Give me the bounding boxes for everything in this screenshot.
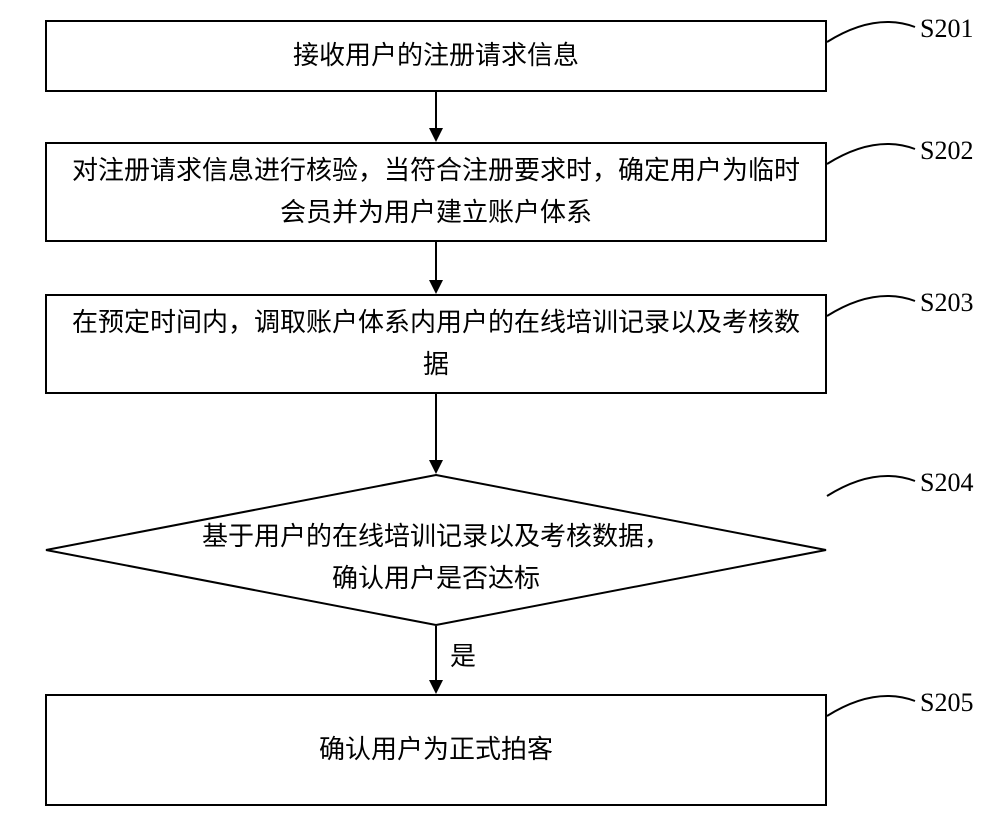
step-3-text: 在预定时间内，调取账户体系内用户的在线培训记录以及考核数据 <box>47 302 825 385</box>
arrow-4-5 <box>435 626 437 682</box>
step-4-label: S204 <box>920 468 973 498</box>
step-5-leader <box>820 686 920 736</box>
step-5-text: 确认用户为正式拍客 <box>299 729 573 771</box>
step-2-box: 对注册请求信息进行核验，当符合注册要求时，确定用户为临时会员并为用户建立账户体系 <box>45 142 827 242</box>
step-3-leader <box>820 286 920 336</box>
step-4-line1: 基于用户的在线培训记录以及考核数据， <box>45 516 827 558</box>
step-4-text: 基于用户的在线培训记录以及考核数据， 确认用户是否达标 <box>45 516 827 599</box>
step-5-label: S205 <box>920 688 973 718</box>
step-1-text: 接收用户的注册请求信息 <box>273 35 599 77</box>
arrow-3-4-head <box>429 460 443 474</box>
step-4-line2: 确认用户是否达标 <box>45 558 827 600</box>
arrow-1-2 <box>435 92 437 130</box>
step-5-box: 确认用户为正式拍客 <box>45 694 827 806</box>
arrow-3-4 <box>435 394 437 462</box>
flowchart-canvas: 接收用户的注册请求信息 S201 对注册请求信息进行核验，当符合注册要求时，确定… <box>0 0 1000 834</box>
step-1-leader <box>820 12 920 62</box>
step-2-leader <box>820 134 920 184</box>
step-4-diamond: 基于用户的在线培训记录以及考核数据， 确认用户是否达标 <box>45 474 827 626</box>
step-3-box: 在预定时间内，调取账户体系内用户的在线培训记录以及考核数据 <box>45 294 827 394</box>
arrow-4-5-head <box>429 680 443 694</box>
step-3-label: S203 <box>920 288 973 318</box>
step-2-text: 对注册请求信息进行核验，当符合注册要求时，确定用户为临时会员并为用户建立账户体系 <box>47 150 825 233</box>
arrow-2-3-head <box>429 280 443 294</box>
arrow-2-3 <box>435 242 437 282</box>
step-2-label: S202 <box>920 136 973 166</box>
yes-label: 是 <box>450 636 476 673</box>
arrow-1-2-head <box>429 128 443 142</box>
step-1-label: S201 <box>920 14 973 44</box>
step-4-leader <box>820 466 920 516</box>
step-1-box: 接收用户的注册请求信息 <box>45 20 827 92</box>
